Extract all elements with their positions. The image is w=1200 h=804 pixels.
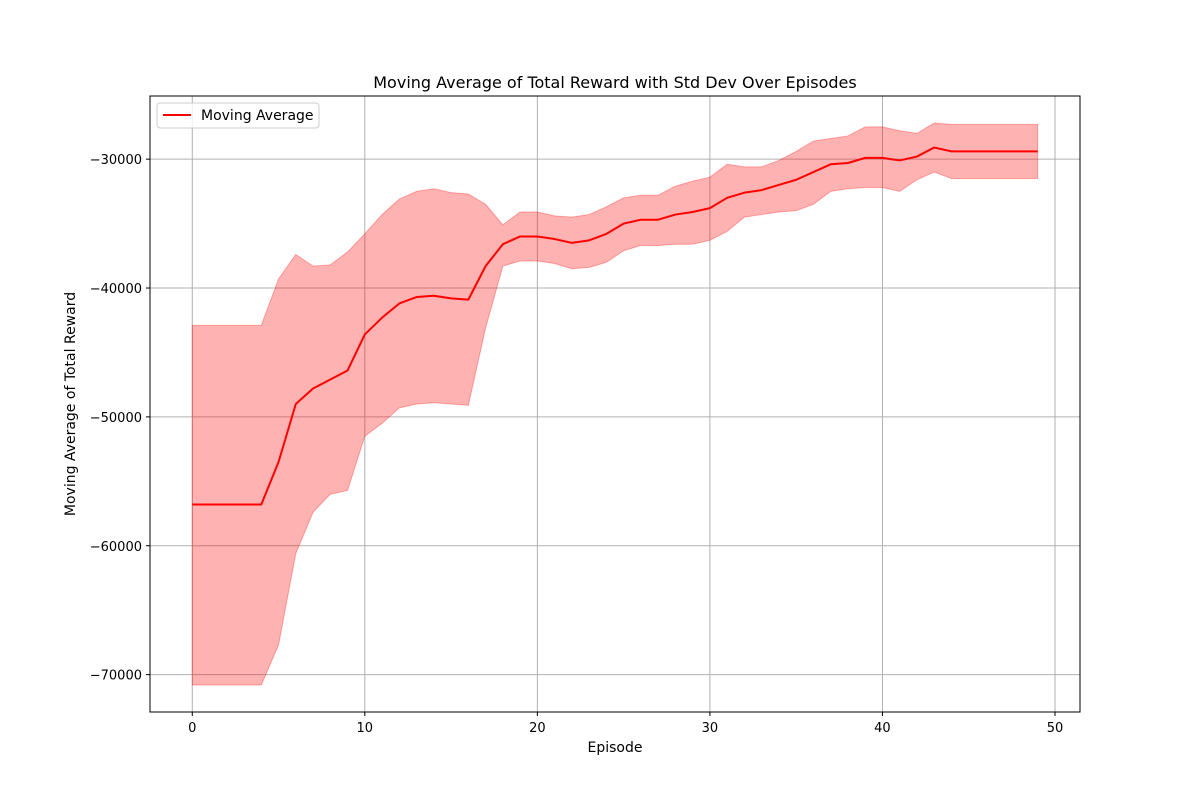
x-tick-label: 40 xyxy=(874,721,891,736)
x-tick-label: 30 xyxy=(702,721,719,736)
y-tick-label: −40000 xyxy=(90,282,142,297)
chart-title: Moving Average of Total Reward with Std … xyxy=(373,73,856,92)
legend-box xyxy=(156,102,320,129)
std-dev-band xyxy=(191,122,1039,686)
y-tick-label: −30000 xyxy=(90,153,142,168)
moving-average-line-group xyxy=(192,146,1038,506)
x-tick-label: 10 xyxy=(357,721,374,736)
y-axis-ticks: −70000 −60000 −50000 −40000 −30000 xyxy=(90,153,150,684)
legend: Moving Average xyxy=(156,102,320,129)
y-tick-label: −70000 xyxy=(90,669,142,684)
y-axis-label: Moving Average of Total Reward xyxy=(63,292,79,516)
grid-lines xyxy=(150,96,1080,712)
moving-average-line xyxy=(192,146,1038,506)
y-tick-label: −60000 xyxy=(90,540,142,555)
x-tick-label: 20 xyxy=(529,721,546,736)
y-tick-label: −50000 xyxy=(90,411,142,426)
plot-area-frame xyxy=(149,95,1081,713)
x-tick-label: 50 xyxy=(1047,721,1064,736)
legend-label-moving-average: Moving Average xyxy=(201,108,314,124)
x-tick-label: 0 xyxy=(188,721,196,736)
x-axis-ticks: 0 10 20 30 40 50 xyxy=(188,712,1063,736)
std-dev-band-group xyxy=(191,122,1039,686)
x-axis-label: Episode xyxy=(588,740,643,756)
